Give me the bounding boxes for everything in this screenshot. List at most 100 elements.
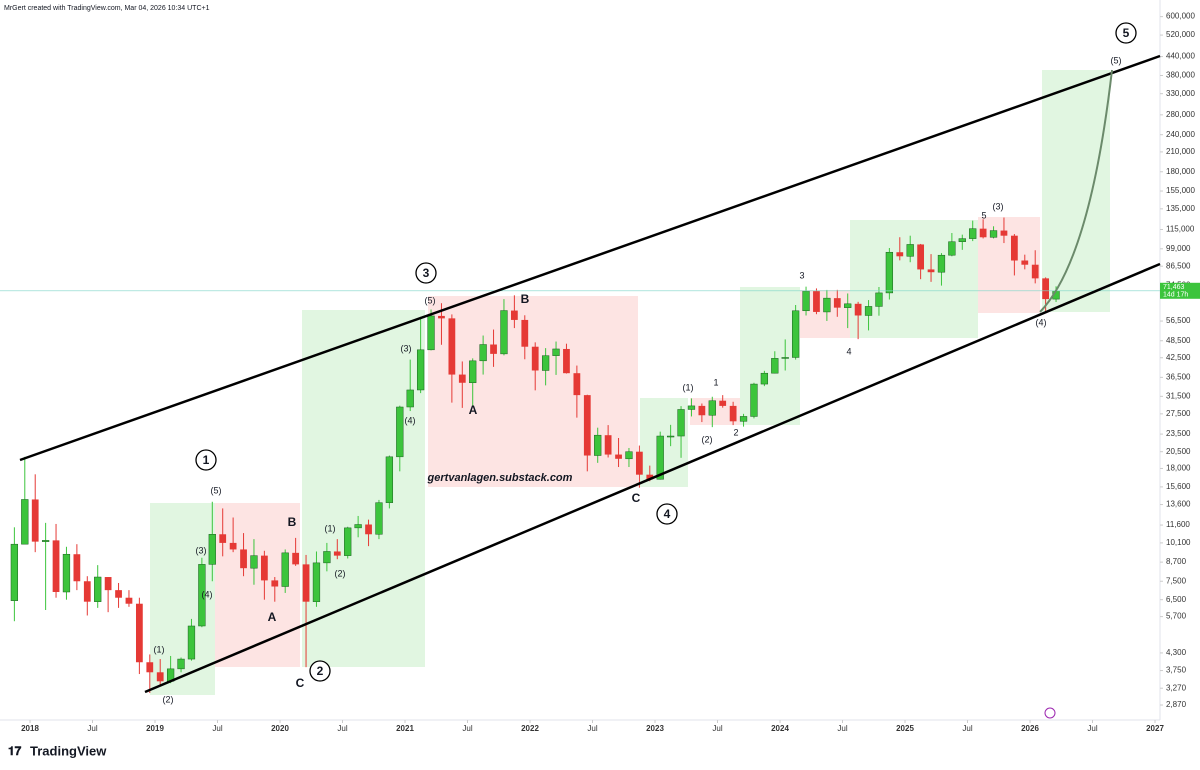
y-tick-label: 135,000 xyxy=(1166,204,1195,213)
wave-label: (3) xyxy=(196,545,207,555)
candle-body xyxy=(406,389,414,408)
y-tick-label: 180,000 xyxy=(1166,167,1195,176)
wave-label: (5) xyxy=(211,485,222,495)
y-tick-label: 31,500 xyxy=(1166,391,1191,400)
x-tick-label: Jul xyxy=(962,724,972,733)
green-box xyxy=(740,287,800,425)
candle-body xyxy=(260,555,268,581)
y-tick-label: 56,500 xyxy=(1166,316,1191,325)
candle-body xyxy=(292,552,300,565)
wave-circle xyxy=(309,660,331,682)
wave-label: (1) xyxy=(154,644,165,654)
y-tick-label: 27,500 xyxy=(1166,409,1191,418)
y-tick-label: 13,600 xyxy=(1166,500,1191,509)
x-tick-label: Jul xyxy=(462,724,472,733)
green-box xyxy=(302,310,425,667)
y-tick-label: 36,500 xyxy=(1166,372,1191,381)
x-tick-label: 2022 xyxy=(521,724,539,733)
wave-label: (3) xyxy=(993,201,1004,211)
wave-label: 3 xyxy=(799,270,804,280)
logo-mark: 𝟏𝟕 xyxy=(8,744,22,758)
candle-body xyxy=(760,372,769,385)
last-price-box xyxy=(1160,282,1200,299)
candle-body xyxy=(625,451,633,460)
x-tick-label: 2027 xyxy=(1146,724,1164,733)
candle-body xyxy=(427,315,435,351)
candle-body xyxy=(864,306,873,316)
candle-body xyxy=(739,416,748,422)
candle-body xyxy=(687,405,696,410)
candle-body xyxy=(312,562,321,602)
watermark: gertvanlagen.substack.com xyxy=(427,472,573,484)
x-tick-label: 2026 xyxy=(1021,724,1039,733)
x-tick-label: Jul xyxy=(87,724,97,733)
candle-body xyxy=(833,298,841,308)
candle-body xyxy=(979,228,987,238)
candle-body xyxy=(854,303,862,316)
candle-body xyxy=(94,576,102,602)
candle-body xyxy=(1021,260,1029,265)
candle-body xyxy=(115,590,122,598)
y-tick-label: 380,000 xyxy=(1166,71,1195,80)
wave-label: C xyxy=(632,491,641,505)
y-tick-label: 115,000 xyxy=(1166,225,1195,234)
y-tick-label: 5,700 xyxy=(1166,612,1187,621)
candle-body xyxy=(719,400,727,406)
channel-lower xyxy=(144,262,1161,694)
candle-body xyxy=(323,551,331,564)
candle-body xyxy=(250,555,258,569)
candle-body xyxy=(479,344,487,362)
x-tick-label: 2021 xyxy=(396,724,414,733)
candle-body xyxy=(271,580,279,587)
candle-body xyxy=(229,542,237,550)
candle-body xyxy=(531,346,539,371)
wave-circle xyxy=(415,262,437,284)
candle-body xyxy=(73,554,81,582)
candle-body xyxy=(1010,235,1018,261)
y-tick-label: 600,000 xyxy=(1166,12,1195,21)
y-tick-label: 18,000 xyxy=(1166,464,1191,473)
candle-body xyxy=(823,297,831,313)
wave-label: (2) xyxy=(163,694,174,704)
candle-body xyxy=(198,564,206,627)
y-tick-label: 240,000 xyxy=(1166,130,1195,139)
candle-body xyxy=(416,349,425,391)
candle-body xyxy=(344,527,352,556)
channel-upper xyxy=(19,54,1161,462)
y-tick-label: 20,500 xyxy=(1166,447,1191,456)
candle-body xyxy=(396,406,404,458)
candle-body xyxy=(125,597,133,604)
y-tick-label: 7,500 xyxy=(1166,576,1187,585)
candle-body xyxy=(490,344,497,354)
x-tick-label: 2020 xyxy=(271,724,289,733)
candle-body xyxy=(750,383,758,417)
candle-body xyxy=(698,405,706,416)
wave-label: B xyxy=(288,515,297,529)
candle-body xyxy=(635,451,643,475)
candle-body xyxy=(708,400,716,416)
wave-label: (3) xyxy=(401,343,412,353)
y-tick-label: 8,700 xyxy=(1166,557,1187,566)
y-tick-label: 23,500 xyxy=(1166,429,1191,438)
candle-body xyxy=(677,409,685,437)
candle-body xyxy=(135,603,143,663)
y-tick-label: 3,270 xyxy=(1166,683,1187,692)
candle-body xyxy=(969,228,977,239)
wave-label: 4 xyxy=(664,507,671,521)
candle-body xyxy=(448,318,456,375)
x-tick-label: Jul xyxy=(837,724,847,733)
candle-body xyxy=(563,348,570,374)
wave-circle xyxy=(1115,22,1137,44)
y-tick-label: 155,000 xyxy=(1166,186,1195,195)
candle-body xyxy=(104,577,112,591)
candle-body xyxy=(552,348,560,356)
candle-body xyxy=(354,524,362,529)
y-tick-label: 48,500 xyxy=(1166,336,1191,345)
candle-body xyxy=(958,238,966,242)
wave-label: (4) xyxy=(202,589,213,599)
candle-body xyxy=(438,315,445,319)
wave-label: A xyxy=(469,403,478,417)
candle-body xyxy=(1000,230,1008,236)
candle-body xyxy=(375,502,383,535)
